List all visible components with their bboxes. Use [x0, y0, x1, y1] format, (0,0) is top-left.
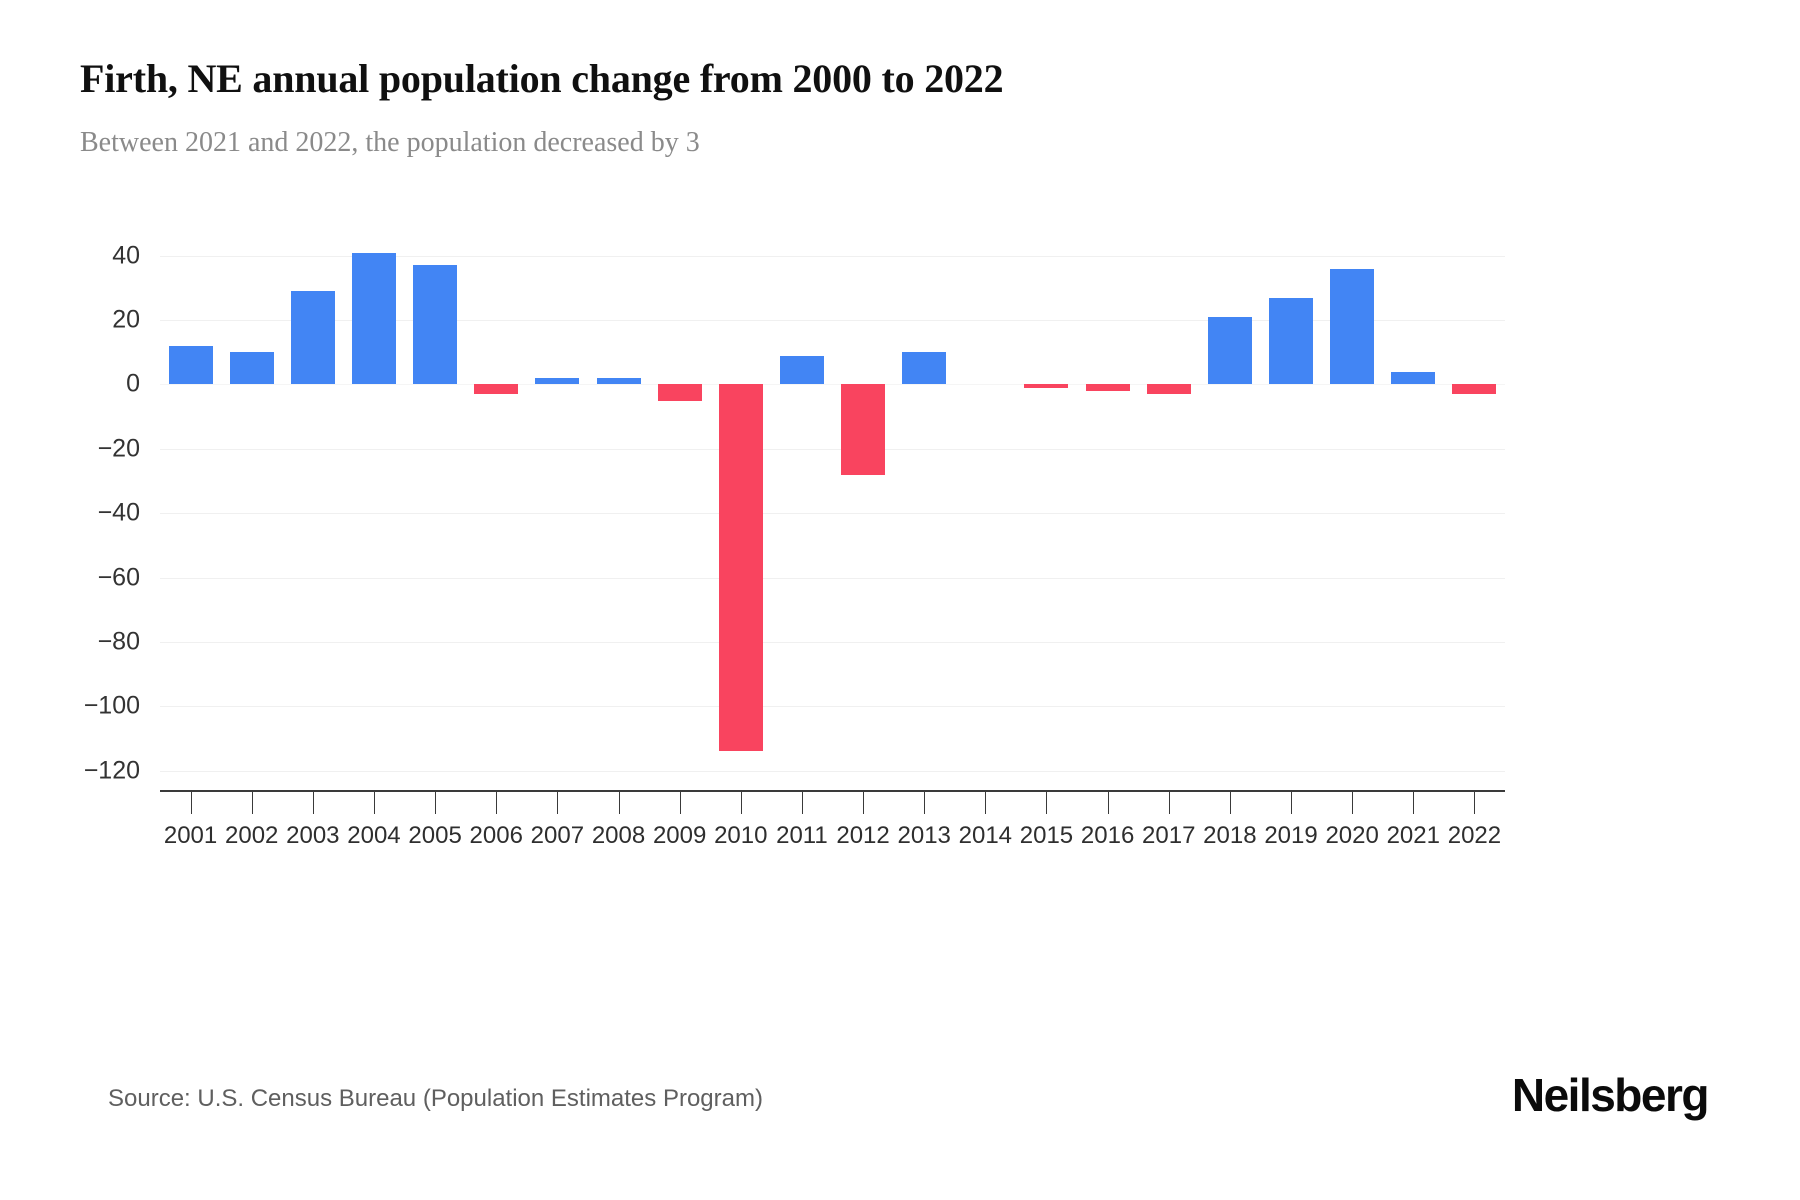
x-axis-tick-label: 2017 [1142, 822, 1196, 849]
bar[interactable] [1330, 268, 1375, 385]
x-axis-tick-label: 2016 [1080, 822, 1135, 849]
x-axis-tick [251, 792, 253, 814]
y-axis-tick-label: −80 [97, 627, 140, 656]
bar[interactable] [1391, 371, 1436, 385]
x-axis-tick-label: 2004 [347, 822, 401, 849]
bar[interactable] [413, 265, 458, 385]
bar[interactable] [1024, 384, 1069, 389]
x-axis-tick [1474, 792, 1476, 814]
bar[interactable] [229, 352, 274, 385]
x-axis-tick-label: 2019 [1264, 822, 1318, 849]
x-axis-tick [1168, 792, 1170, 814]
source-note: Source: U.S. Census Bureau (Population E… [108, 1085, 763, 1112]
x-axis-tick [1229, 792, 1231, 814]
bar[interactable] [1269, 297, 1314, 385]
x-axis-tick [496, 792, 498, 814]
x-axis-tick [1352, 792, 1354, 814]
x-axis-tick [1413, 792, 1415, 814]
brand-logo: Neilsberg [1511, 1069, 1710, 1121]
page-subtitle: Between 2021 and 2022, the population de… [80, 127, 700, 158]
x-axis-tick [557, 792, 559, 814]
bar[interactable] [1207, 316, 1252, 385]
x-axis-tick [435, 792, 437, 814]
gridline [160, 448, 1505, 450]
x-axis-tick-label: 2009 [652, 822, 707, 849]
bar[interactable] [779, 355, 824, 385]
x-axis-tick [373, 792, 375, 814]
bar[interactable] [1085, 384, 1130, 391]
bar[interactable] [657, 384, 702, 401]
x-axis-tick-label: 2013 [897, 822, 951, 849]
x-axis-tick [985, 792, 987, 814]
y-axis-tick-label: −40 [97, 498, 140, 527]
x-axis-tick-label: 2020 [1325, 822, 1379, 849]
bar[interactable] [596, 378, 641, 385]
zero-gridline [160, 384, 1505, 386]
bar[interactable] [351, 252, 396, 385]
x-axis-tick [312, 792, 314, 814]
gridline [160, 706, 1505, 708]
x-axis-tick [924, 792, 926, 814]
y-axis-tick-label: −60 [97, 563, 140, 592]
x-axis-tick-label: 2001 [163, 822, 218, 849]
x-axis-labels: 2001 2002 2003 2004 2005 2006 2007 2008 2009 2010… [160, 822, 1505, 862]
bar[interactable] [168, 345, 213, 385]
x-axis-tick-label: 2007 [530, 822, 585, 849]
y-axis-tick-label: 40 [112, 241, 140, 270]
x-axis-tick [679, 792, 681, 814]
y-axis-tick-label: −100 [83, 691, 140, 720]
bar[interactable] [718, 384, 763, 752]
x-axis-tick-label: 2006 [469, 822, 523, 849]
y-axis-tick-label: −120 [83, 756, 140, 785]
x-axis-tick-label: 2022 [1447, 822, 1502, 849]
bar[interactable] [902, 352, 947, 385]
x-axis-tick-label: 2018 [1203, 822, 1257, 849]
gridline [160, 513, 1505, 515]
gridline [160, 577, 1505, 579]
bar[interactable] [1146, 384, 1191, 395]
bar[interactable] [1452, 384, 1497, 395]
x-axis-tick-label: 2005 [408, 822, 462, 849]
gridline [160, 770, 1505, 772]
bar[interactable] [841, 384, 886, 475]
x-axis-tick-label: 2010 [714, 822, 768, 849]
x-axis-tick [1107, 792, 1109, 814]
x-axis-tick [190, 792, 192, 814]
x-axis-tick-label: 2003 [286, 822, 340, 849]
x-axis-tick [618, 792, 620, 814]
x-axis-tick [1291, 792, 1293, 814]
gridline [160, 320, 1505, 322]
plot-area [160, 230, 1505, 790]
x-axis-tick-label: 2008 [591, 822, 646, 849]
x-axis-tick-label: 2011 [776, 822, 828, 849]
bar-series [160, 230, 1505, 790]
bar[interactable] [474, 384, 519, 395]
x-axis-tick [740, 792, 742, 814]
x-axis-tick-label: 2012 [836, 822, 890, 849]
bar[interactable] [535, 378, 580, 385]
gridline [160, 641, 1505, 643]
x-axis-tick-label: 2014 [958, 822, 1013, 849]
x-axis-ticks [160, 792, 1505, 814]
y-axis-tick-label: −20 [97, 434, 140, 463]
x-axis-tick-label: 2002 [225, 822, 279, 849]
x-axis-line [160, 790, 1505, 792]
x-axis-tick [863, 792, 865, 814]
x-axis-tick-label: 2015 [1019, 822, 1074, 849]
page-title: Firth, NE annual population change from … [80, 56, 1004, 101]
x-axis-tick-label: 2021 [1386, 822, 1440, 849]
x-axis-tick [1046, 792, 1048, 814]
x-axis-tick [801, 792, 803, 814]
y-axis-tick-label: 0 [126, 369, 140, 398]
bar[interactable] [290, 291, 335, 385]
gridline [160, 255, 1505, 257]
y-axis-tick-label: 20 [112, 305, 140, 334]
